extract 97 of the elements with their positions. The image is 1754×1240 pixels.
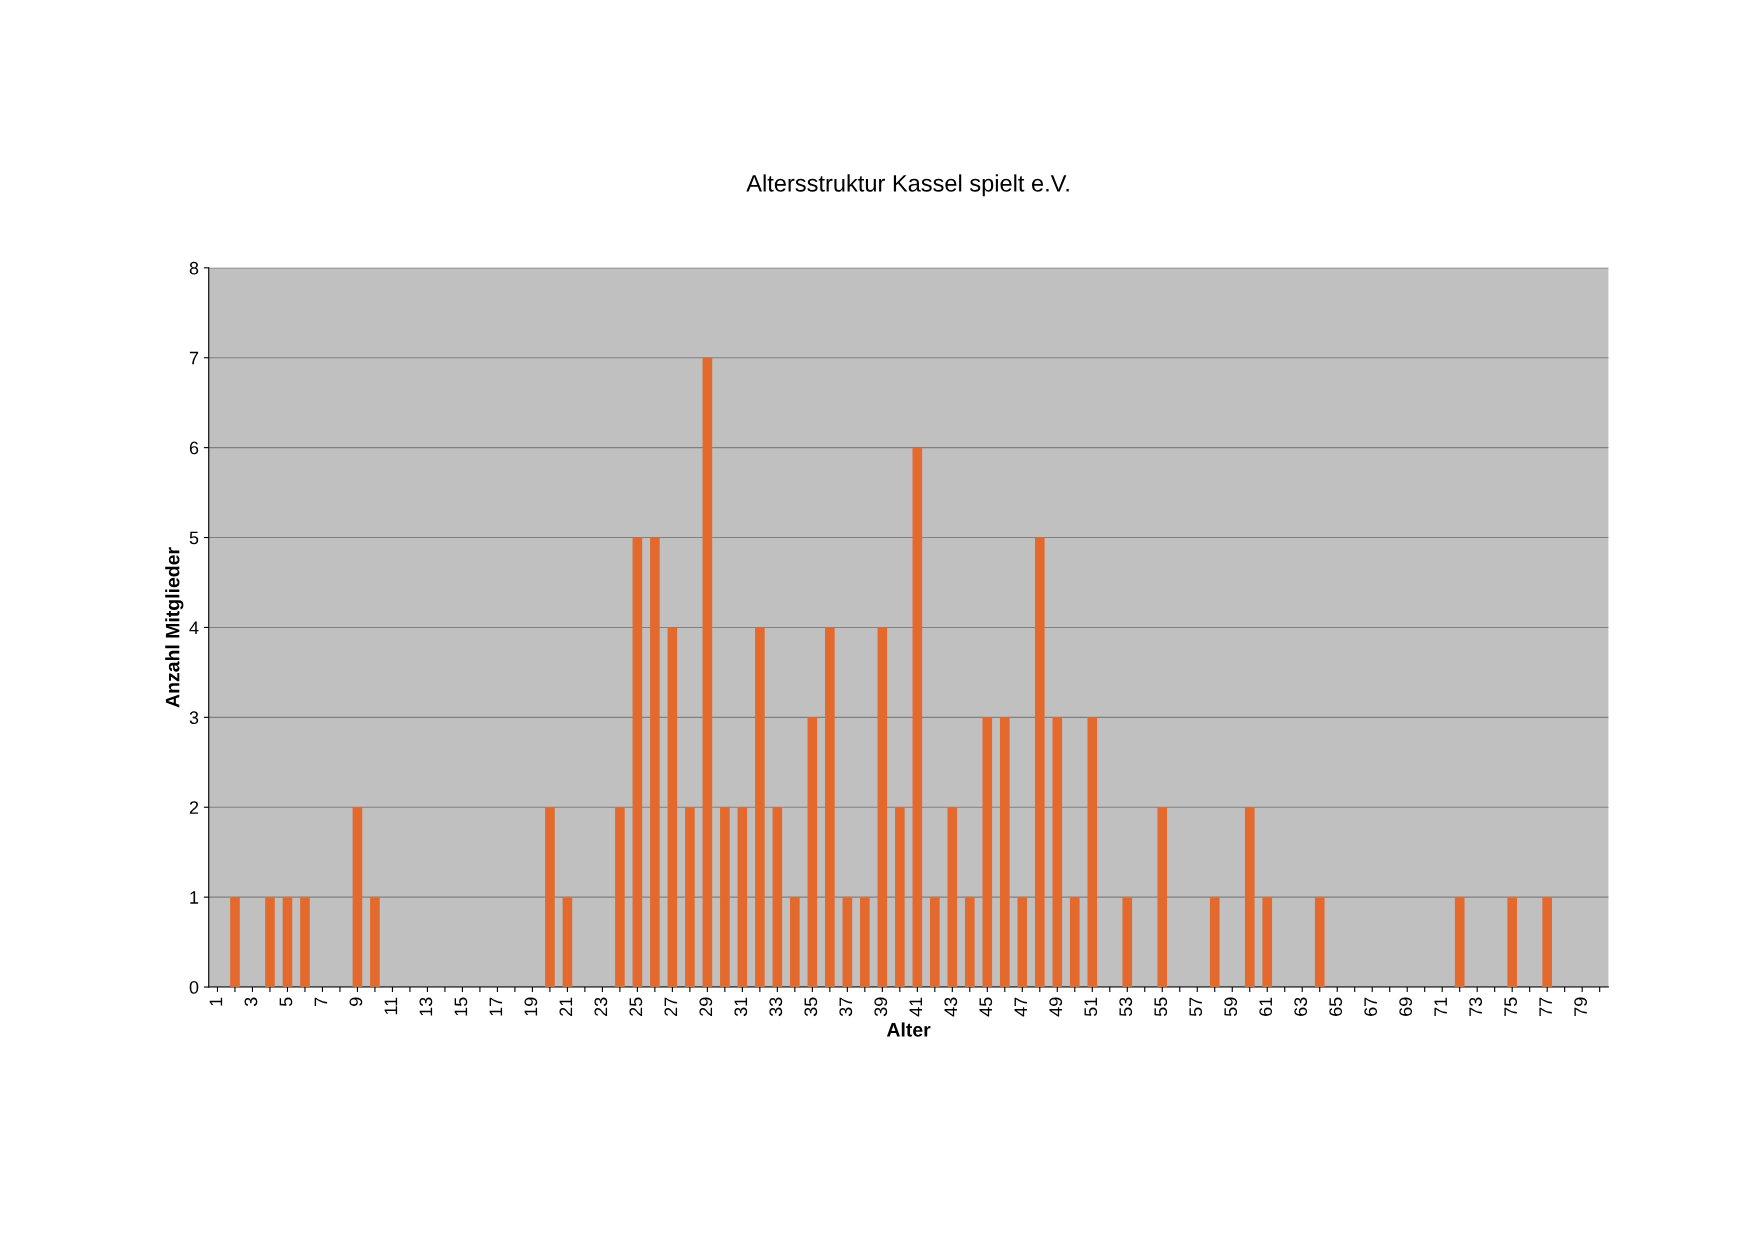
- x-tick-label: 67: [1364, 997, 1378, 1016]
- bar: [352, 807, 363, 988]
- x-tick-label: 1: [209, 997, 223, 1006]
- x-tick-label: 41: [909, 997, 922, 1017]
- x-tick-label: 47: [1014, 997, 1027, 1017]
- y-tick-label: 8: [189, 261, 199, 275]
- bar: [615, 807, 625, 988]
- x-tick-label: 63: [1294, 997, 1308, 1016]
- bar: [807, 717, 818, 988]
- x-tick-label: 59: [1224, 997, 1238, 1017]
- x-tick-label: 7: [314, 997, 328, 1006]
- bar: [1244, 807, 1255, 988]
- y-tick-label: 2: [189, 801, 199, 814]
- bar: [282, 897, 293, 988]
- y-tick-label: 5: [189, 531, 199, 545]
- bar: [772, 807, 783, 988]
- x-tick-label: 43: [944, 997, 958, 1017]
- x-tick-label: 35: [804, 997, 818, 1017]
- x-tick-label: 11: [384, 997, 398, 1015]
- x-tick-label: 49: [1049, 997, 1063, 1017]
- x-tick-label: 9: [349, 997, 363, 1006]
- y-tick-label: 3: [189, 711, 199, 725]
- bar: [930, 897, 940, 988]
- bar: [842, 897, 853, 988]
- bar: [790, 897, 800, 988]
- x-tick-label: 71: [1434, 997, 1447, 1016]
- bar: [982, 717, 993, 988]
- x-tick-label: 75: [1504, 997, 1518, 1016]
- bar: [1454, 897, 1465, 988]
- bar: [1122, 897, 1133, 988]
- x-tick-label: 29: [699, 997, 713, 1016]
- x-tick-label: 69: [1399, 997, 1413, 1016]
- x-tick-label: 73: [1469, 997, 1483, 1016]
- x-tick-label: 13: [419, 997, 433, 1016]
- bar: [1542, 897, 1552, 988]
- bar: [650, 537, 660, 988]
- bar: [1034, 537, 1045, 988]
- x-tick-label: 51: [1084, 997, 1098, 1017]
- bar: [1157, 807, 1168, 988]
- x-tick-label: 61: [1259, 997, 1273, 1016]
- x-tick-label: 53: [1119, 997, 1133, 1017]
- bar: [720, 807, 730, 988]
- bar: [755, 627, 765, 988]
- x-tick-label: 45: [979, 997, 993, 1017]
- x-tick-label: 17: [489, 997, 503, 1016]
- bar: [1209, 897, 1220, 988]
- x-tick-label: 19: [524, 997, 538, 1016]
- x-tick-label: 15: [454, 997, 468, 1016]
- x-tick-label: 57: [1189, 997, 1203, 1017]
- x-tick-label: 21: [559, 997, 573, 1016]
- bar: [562, 897, 573, 988]
- x-tick-label: 3: [244, 997, 258, 1007]
- x-tick-label: 33: [769, 997, 783, 1017]
- x-tick-label: 65: [1329, 997, 1343, 1016]
- bar: [300, 897, 310, 988]
- bar: [1052, 717, 1063, 988]
- bar: [877, 627, 888, 988]
- bar: [1314, 897, 1325, 988]
- x-tick-label: 79: [1574, 997, 1588, 1016]
- y-tick-label: 1: [190, 891, 199, 904]
- y-axis-title: Anzahl Mitglieder: [165, 547, 184, 708]
- bar: [947, 807, 958, 988]
- y-tick-label: 6: [189, 441, 199, 455]
- x-axis-title: Alter: [886, 1022, 931, 1037]
- bar: [1069, 897, 1080, 988]
- x-tick-label: 37: [839, 997, 853, 1017]
- y-tick-label: 4: [189, 621, 199, 634]
- x-tick-label: 31: [734, 997, 748, 1017]
- y-tick-label: 0: [189, 980, 199, 994]
- x-tick-label: 55: [1154, 997, 1168, 1017]
- bar: [860, 897, 870, 988]
- bar: [825, 627, 835, 988]
- x-tick-label: 39: [874, 997, 888, 1017]
- x-tick-label: 27: [664, 997, 678, 1016]
- bar: [965, 897, 975, 988]
- bar: [702, 357, 713, 988]
- bar: [265, 897, 275, 988]
- chart-title: Altersstruktur Kassel spielt e.V.: [746, 174, 1069, 197]
- bar: [230, 897, 240, 988]
- bar: [895, 807, 905, 988]
- bar: [370, 897, 380, 988]
- x-tick-label: 25: [629, 997, 643, 1016]
- bar: [1507, 897, 1517, 988]
- bar: [1262, 897, 1273, 988]
- x-tick-label: 23: [594, 997, 608, 1016]
- bar: [912, 447, 923, 988]
- bar: [1017, 897, 1028, 988]
- x-tick-label: 5: [279, 997, 293, 1007]
- bar: [632, 537, 643, 988]
- y-tick-label: 7: [189, 351, 199, 365]
- bar: [999, 717, 1010, 988]
- bar: [737, 807, 748, 988]
- x-tick-label: 77: [1539, 997, 1552, 1016]
- bar: [667, 627, 678, 988]
- bar: [1087, 717, 1098, 988]
- bar: [545, 807, 555, 988]
- bar: [685, 807, 695, 988]
